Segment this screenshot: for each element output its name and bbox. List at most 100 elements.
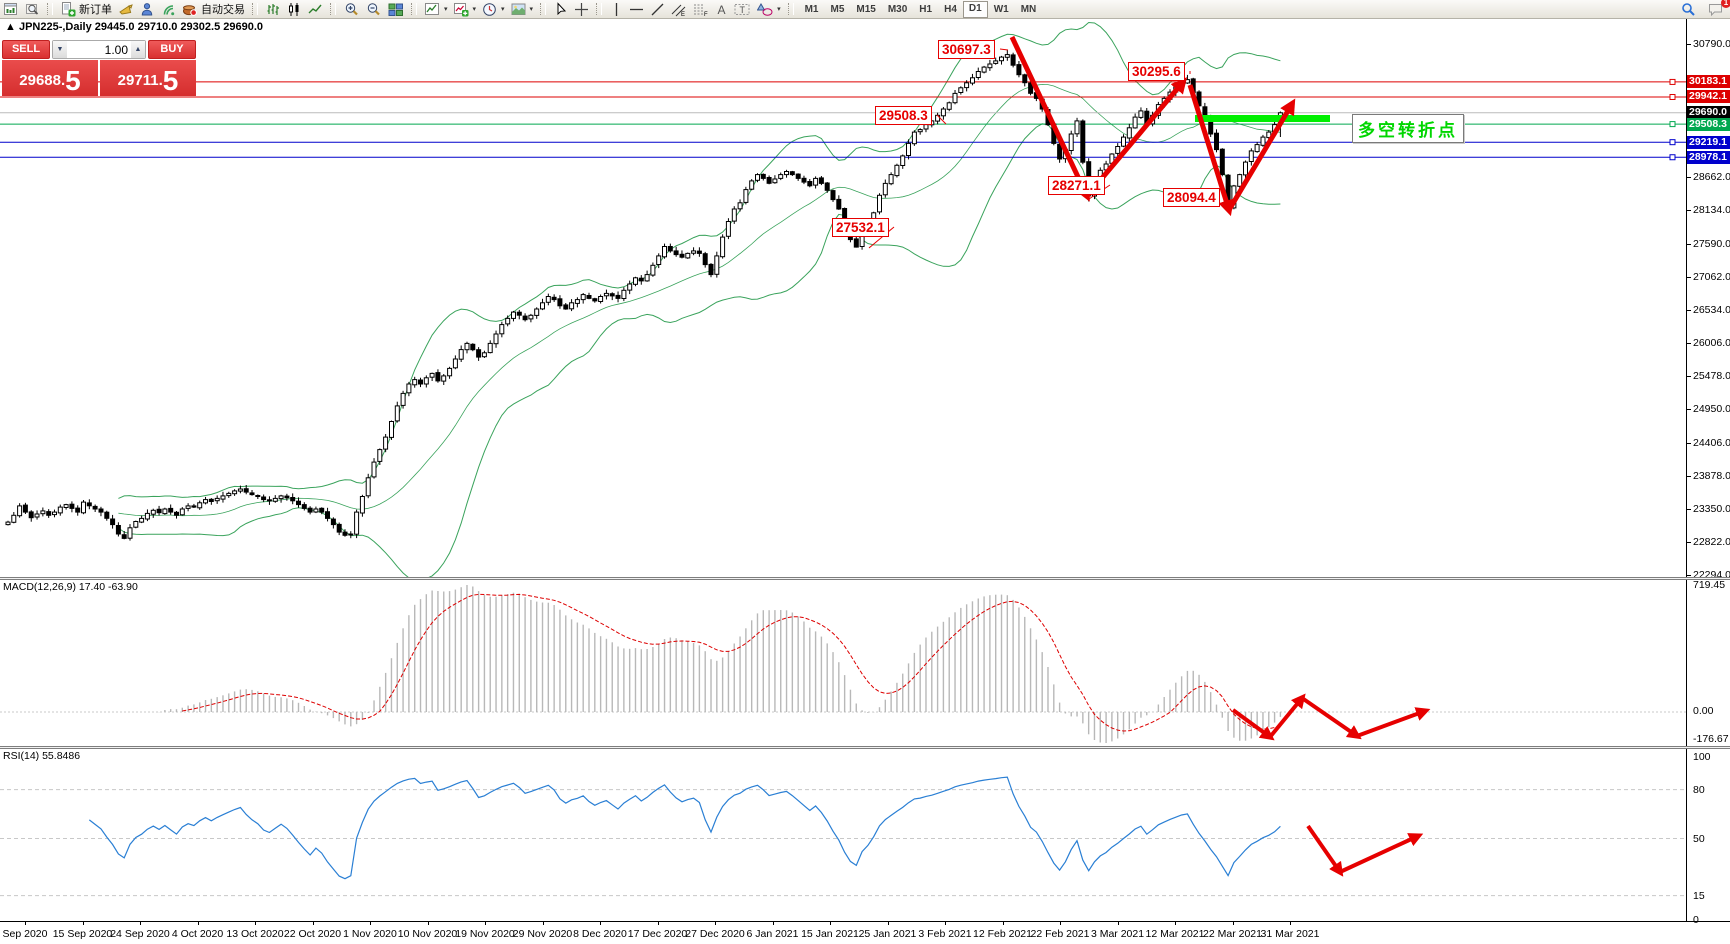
chevron-down-icon: ▾ (777, 6, 781, 13)
indicators-add-button[interactable]: ▾ (451, 1, 480, 18)
sell-button[interactable]: SELL (2, 40, 50, 59)
new-order-button[interactable]: 新订单 (58, 1, 115, 18)
price-annotation[interactable]: 27532.1 (832, 218, 889, 237)
macd-histogram (158, 585, 1282, 743)
tf-m15-button[interactable]: M15 (856, 3, 876, 15)
tf-m5-button[interactable]: M5 (830, 3, 845, 15)
tf-h1-button[interactable]: H1 (919, 3, 933, 15)
chart-preview-button[interactable] (22, 1, 43, 18)
price-tick: 26534.0 (1693, 303, 1730, 316)
text-label-button[interactable]: T (731, 1, 754, 18)
volume-decrease-button[interactable]: ▼ (53, 41, 67, 58)
horizontal-line-icon (630, 8, 644, 10)
text-icon: A (718, 3, 726, 17)
fibonacci-button[interactable]: F (690, 1, 712, 18)
date-label: 15 Jan 2021 (801, 928, 859, 940)
templates-button[interactable]: ▾ (508, 1, 537, 18)
date-label: 31 Mar 2021 (1260, 928, 1320, 940)
metaeditor-icon (119, 3, 133, 15)
price-tick: 28662.0 (1693, 170, 1730, 183)
shapes-button[interactable]: ▾ (754, 1, 784, 18)
tf-m30-button[interactable]: M30 (887, 3, 908, 15)
horizontal-line-button[interactable] (626, 1, 647, 18)
price-tick: 27062.0 (1693, 270, 1730, 283)
rsi-axis-tick: 15 (1693, 889, 1705, 902)
trend-arrows[interactable] (868, 35, 1296, 249)
tf-h4-button[interactable]: H4 (944, 3, 957, 15)
metaeditor-button[interactable] (115, 1, 137, 18)
cursor-button[interactable] (551, 1, 571, 18)
date-tick (657, 922, 659, 925)
date-tick (140, 922, 141, 925)
price-annotation[interactable]: 29508.3 (875, 106, 932, 125)
price-annotation[interactable]: 28271.1 (1048, 176, 1105, 195)
navigator-button[interactable] (137, 1, 158, 18)
new-chart-button[interactable] (1, 1, 22, 18)
panel-separator[interactable] (0, 746, 1730, 749)
indicator-group: ▾ ▾ ▾ ▾ (421, 0, 537, 18)
notifications-button[interactable]: 1 (1705, 0, 1730, 18)
price-tick: 26006.0 (1693, 336, 1730, 349)
bar-chart-button[interactable] (263, 1, 284, 18)
zoom-out-icon (367, 2, 380, 15)
toolbar-handle (540, 3, 547, 15)
trendline-button[interactable] (647, 1, 668, 18)
buy-button[interactable]: BUY (148, 40, 196, 59)
search-button[interactable] (1678, 1, 1699, 18)
volume-input[interactable] (67, 41, 131, 58)
rsi-panel[interactable] (0, 749, 1686, 921)
tf-d1-button[interactable]: D1 (962, 0, 988, 18)
candlestick-chart-button[interactable] (284, 1, 305, 18)
chevron-down-icon: ▾ (501, 6, 505, 13)
date-label: 22 Mar 2021 (1203, 928, 1262, 940)
channel-button[interactable]: E (668, 1, 690, 18)
zoom-out-button[interactable] (363, 1, 385, 18)
price-annotation[interactable]: 30295.6 (1128, 62, 1185, 81)
text-button[interactable]: A (712, 1, 731, 18)
date-label: 27 Dec 2020 (685, 928, 745, 940)
price-tick-dash (1687, 343, 1691, 344)
rsi-axis-tick: 50 (1693, 832, 1705, 845)
crosshair-icon (575, 2, 589, 16)
timeframe-toolbar: M1 M5 M15 M30 H1 H4 D1 W1 MN (798, 0, 1044, 18)
tf-w1-button[interactable]: W1 (993, 3, 1009, 15)
date-label: Sep 2020 (2, 928, 48, 940)
signals-button[interactable] (158, 1, 179, 18)
shapes-icon (757, 2, 773, 16)
periods-button[interactable]: ▾ (479, 1, 508, 18)
zoom-in-button[interactable] (341, 1, 363, 18)
date-axis[interactable]: Sep 2020 15 Sep 2020 24 Sep 2020 4 Oct 2020… (0, 921, 1730, 944)
svg-text:E: E (681, 12, 685, 17)
main-price-chart[interactable] (0, 18, 1686, 577)
macd-panel[interactable] (0, 580, 1686, 746)
price-annotation[interactable]: 30697.3 (938, 40, 995, 59)
tf-m1-button[interactable]: M1 (804, 3, 819, 15)
toolbar-handle (787, 3, 794, 15)
price-annotation[interactable]: 28094.4 (1163, 188, 1220, 207)
date-tick (772, 922, 774, 925)
buy-price-display[interactable]: 29711. 5 (100, 60, 196, 96)
vertical-line-button[interactable] (607, 1, 626, 18)
date-label: 10 Nov 2020 (397, 928, 458, 940)
support-zone-bar[interactable] (1195, 115, 1330, 122)
indicators-list-button[interactable]: ▾ (422, 1, 451, 18)
volume-increase-button[interactable]: ▲ (131, 41, 145, 58)
tile-windows-button[interactable] (385, 1, 407, 18)
macd-axis-zero: 0.00 (1693, 705, 1714, 717)
tf-mn-button[interactable]: MN (1020, 3, 1037, 15)
sell-price-display[interactable]: 29688. 5 (2, 60, 98, 96)
turning-point-callout[interactable]: 多空转折点 (1352, 114, 1464, 143)
price-tick: 22822.0 (1693, 535, 1730, 548)
indicator-add-icon (453, 2, 469, 16)
line-chart-button[interactable] (305, 1, 326, 18)
rsi-line (88, 776, 1281, 880)
autotrading-button[interactable]: 自动交易 (179, 1, 248, 18)
date-tick (542, 922, 544, 925)
notification-badge: 1 (1721, 0, 1730, 8)
crosshair-button[interactable] (571, 1, 592, 18)
panel-separator[interactable] (0, 577, 1730, 580)
date-tick (1002, 922, 1004, 925)
one-click-trading-panel: SELL ▼ ▲ BUY 29688.5 29711.5 (2, 40, 196, 96)
panel-collapse-icon[interactable]: ▲ (5, 21, 16, 33)
date-label: 8 Dec 2020 (573, 928, 627, 940)
